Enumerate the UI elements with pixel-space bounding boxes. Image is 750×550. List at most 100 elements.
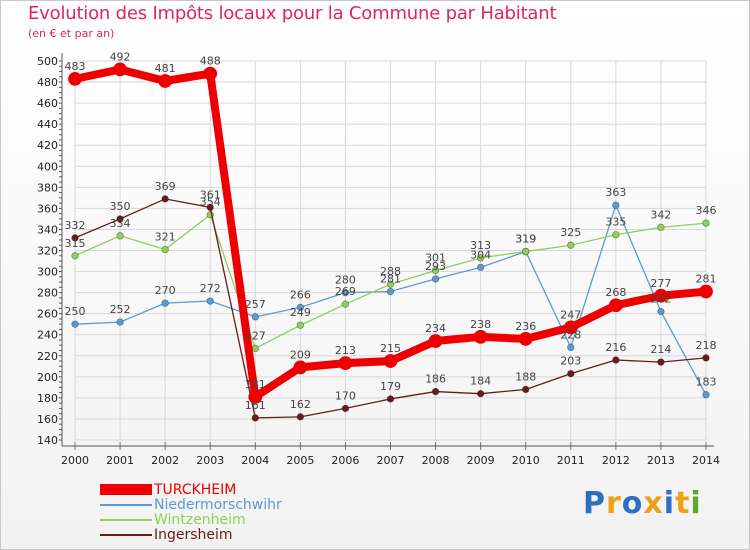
data-point-wintzenheim: [341, 300, 350, 308]
data-label-turckheim: 234: [425, 322, 446, 335]
data-label-wintzenheim: 325: [560, 226, 581, 239]
chart-title: Evolution des Impôts locaux pour la Comm…: [28, 3, 557, 24]
data-label-wintzenheim: 342: [650, 208, 671, 221]
data-label-wintzenheim: 319: [515, 233, 536, 246]
data-point-ingersheim: [116, 215, 124, 223]
y-tick-label: 460: [37, 97, 58, 110]
data-point-wintzenheim: [567, 241, 575, 249]
data-label-niedermorschwihr: 272: [200, 282, 221, 295]
legend-swatch: [100, 519, 152, 521]
data-label-niedermorschwihr: 281: [380, 273, 401, 286]
data-label-niedermorschwihr: 183: [696, 376, 717, 389]
data-point-turckheim: [293, 360, 308, 375]
data-label-ingersheim: 218: [696, 339, 717, 352]
data-label-turckheim: 277: [650, 277, 671, 290]
data-label-ingersheim: 186: [425, 373, 446, 386]
data-label-turckheim: 483: [65, 60, 86, 73]
x-tick-label: 2014: [692, 454, 720, 467]
data-point-ingersheim: [567, 369, 575, 378]
proxiti-logo: Proxiti: [583, 486, 702, 521]
legend-swatch: [100, 484, 152, 495]
y-tick-label: 280: [37, 287, 58, 300]
logo-letter: t: [675, 486, 691, 521]
data-point-turckheim: [338, 356, 353, 371]
data-point-ingersheim: [251, 414, 259, 422]
data-label-turckheim: 209: [290, 348, 311, 361]
x-tick-label: 2002: [151, 454, 179, 467]
y-tick-label: 240: [37, 329, 58, 342]
logo-letter: x: [643, 486, 664, 521]
x-tick-label: 2009: [467, 454, 495, 467]
x-tick-label: 2012: [602, 454, 630, 467]
data-label-turckheim: 181: [245, 378, 266, 391]
data-label-wintzenheim: 269: [335, 285, 356, 298]
data-label-ingersheim: 162: [290, 398, 311, 411]
data-point-ingersheim: [161, 195, 169, 203]
data-label-turckheim: 492: [110, 50, 131, 63]
data-point-turckheim: [608, 298, 623, 313]
x-tick-label: 2004: [241, 454, 269, 467]
y-tick-label: 260: [37, 308, 58, 321]
x-tick-label: 2001: [106, 454, 134, 467]
y-tick-label: 200: [37, 371, 58, 384]
data-label-niedermorschwihr: 262: [650, 293, 671, 306]
chart-subtitle: (en € et par an): [28, 27, 115, 40]
data-label-ingersheim: 161: [245, 399, 266, 412]
data-label-ingersheim: 332: [65, 219, 86, 232]
x-tick-label: 2013: [647, 454, 675, 467]
data-label-wintzenheim: 334: [110, 217, 131, 230]
data-label-ingersheim: 216: [605, 341, 626, 354]
data-point-wintzenheim: [612, 231, 620, 239]
data-point-ingersheim: [476, 389, 485, 398]
data-label-wintzenheim: 315: [65, 237, 86, 250]
data-point-turckheim: [203, 66, 218, 81]
data-label-turckheim: 481: [155, 62, 176, 75]
data-label-niedermorschwihr: 363: [605, 186, 626, 199]
y-tick-label: 360: [37, 202, 58, 215]
data-label-niedermorschwihr: 250: [65, 305, 86, 318]
data-point-niedermorschwihr: [296, 303, 305, 312]
data-label-ingersheim: 179: [380, 380, 401, 393]
legend-label: TURCKHEIM: [154, 482, 237, 498]
logo-letter: i: [663, 486, 676, 521]
data-label-ingersheim: 350: [110, 200, 131, 213]
legend-label: Niedermorschwihr: [154, 497, 282, 513]
data-point-turckheim: [158, 74, 173, 88]
data-point-wintzenheim: [431, 266, 440, 275]
data-label-wintzenheim: 335: [605, 216, 626, 229]
data-label-niedermorschwihr: 228: [560, 328, 581, 341]
y-tick-label: 160: [37, 413, 58, 426]
data-point-turckheim: [428, 334, 443, 348]
data-point-wintzenheim: [386, 280, 395, 288]
data-label-wintzenheim: 313: [470, 239, 491, 252]
data-point-ingersheim: [341, 404, 350, 413]
data-point-niedermorschwihr: [116, 318, 124, 326]
data-point-niedermorschwihr: [71, 320, 79, 328]
data-point-ingersheim: [296, 413, 305, 421]
data-label-wintzenheim: 321: [155, 230, 176, 243]
data-point-wintzenheim: [522, 247, 530, 256]
y-tick-label: 420: [37, 139, 58, 152]
data-point-ingersheim: [431, 387, 440, 396]
data-point-niedermorschwihr: [702, 391, 710, 399]
data-label-niedermorschwihr: 293: [425, 260, 446, 273]
data-point-turckheim: [654, 288, 668, 303]
data-point-niedermorschwihr: [386, 287, 395, 296]
data-point-ingersheim: [206, 203, 214, 212]
data-point-turckheim: [248, 389, 263, 404]
data-point-wintzenheim: [116, 232, 124, 240]
data-label-niedermorschwihr: 319: [515, 233, 536, 246]
y-tick-label: 400: [37, 160, 58, 173]
data-label-turckheim: 238: [470, 318, 491, 331]
data-label-turckheim: 213: [335, 344, 356, 357]
data-point-niedermorschwihr: [206, 297, 214, 305]
data-label-turckheim: 268: [605, 286, 626, 299]
data-label-turckheim: 247: [560, 308, 581, 321]
data-label-ingersheim: 369: [155, 180, 176, 193]
data-point-turckheim: [563, 320, 578, 335]
y-tick-label: 340: [37, 223, 58, 236]
x-tick-label: 2011: [557, 454, 585, 467]
data-label-turckheim: 215: [380, 342, 401, 355]
data-label-wintzenheim: 354: [200, 196, 221, 209]
